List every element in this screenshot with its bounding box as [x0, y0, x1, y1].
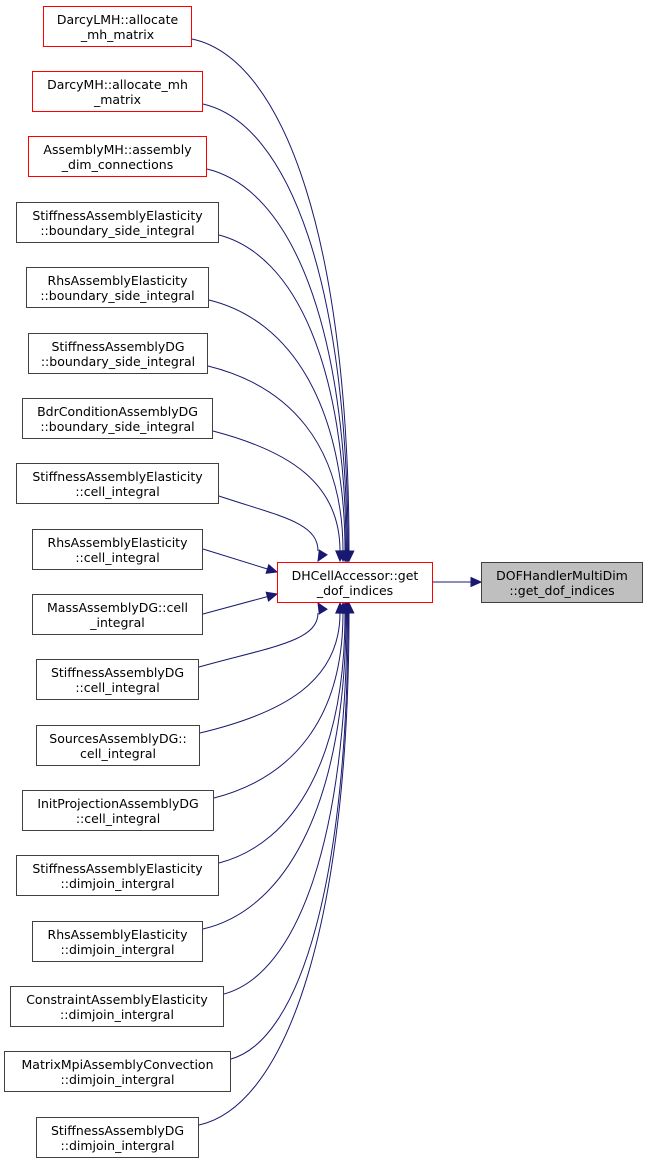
call-edge [208, 299, 346, 552]
node-label-line: ::dimjoin_intergral [60, 1137, 175, 1153]
call-edge [191, 38, 350, 552]
caller-node[interactable]: DarcyMH::allocate_mh _matrix [32, 71, 203, 112]
call-edge [230, 612, 349, 1060]
call-edge [213, 612, 344, 799]
node-label-line: ::dimjoin_intergral [60, 1006, 174, 1022]
node-label-line: ::boundary_side_integral [40, 418, 195, 434]
node-label-line: StiffnessAssemblyElasticity [32, 468, 203, 484]
call-edge [198, 612, 319, 668]
node-label-line: DarcyLMH::allocate [56, 11, 179, 27]
arrowhead-icon [317, 601, 328, 615]
call-edge [198, 612, 350, 1126]
node-label-line: BdrConditionAssemblyDG [37, 403, 198, 419]
call-edge [223, 612, 348, 995]
caller-node[interactable]: AssemblyMH::assembly _dim_connections [28, 136, 207, 177]
call-edge [199, 612, 341, 734]
node-label-line: ::dimjoin_intergral [60, 941, 175, 957]
caller-node[interactable]: DarcyLMH::allocate _mh_matrix [43, 6, 192, 47]
call-edge [202, 612, 347, 930]
node-label-line: ::cell_integral [75, 810, 161, 826]
call-edge [202, 103, 349, 552]
node-label-line: MatrixMpiAssemblyConvection [21, 1056, 214, 1072]
node-label-line: _integral [90, 614, 145, 630]
node-label-line: InitProjectionAssemblyDG [37, 795, 199, 811]
caller-node[interactable]: RhsAssemblyElasticity::dimjoin_intergral [32, 921, 203, 962]
node-label-line: MassAssemblyDG::cell [47, 599, 188, 615]
node-label-line: StiffnessAssemblyElasticity [32, 860, 203, 876]
node-label-line: DOFHandlerMultiDim [496, 567, 628, 583]
arrowhead-icon [470, 576, 483, 588]
node-label-line: ::cell_integral [75, 549, 160, 565]
node-label-line: ::boundary_side_integral [40, 287, 195, 303]
call-edge [206, 168, 348, 552]
node-label-line: ::cell_integral [75, 483, 160, 499]
node-label-line: ::boundary_side_integral [40, 353, 196, 369]
caller-node[interactable]: MassAssemblyDG::cell _integral [32, 594, 203, 635]
node-label-line: SourcesAssemblyDG:: [49, 730, 187, 746]
node-label-line: _dim_connections [61, 156, 174, 172]
node-label-line: cell_integral [80, 745, 156, 761]
call-edge [207, 365, 344, 552]
caller-node[interactable]: StiffnessAssemblyDG::cell_integral [36, 659, 199, 700]
caller-node[interactable]: SourcesAssemblyDG:: cell_integral [36, 725, 200, 766]
node-label-line: AssemblyMH::assembly [43, 141, 192, 157]
arrowhead-icon [344, 601, 355, 614]
node-label-line: StiffnessAssemblyElasticity [32, 207, 203, 223]
caller-node[interactable]: RhsAssemblyElasticity::cell_integral [32, 529, 203, 570]
call-edge [202, 596, 268, 615]
node-label-line: DarcyMH::allocate_mh [47, 76, 188, 92]
node-label-line: DHCellAccessor::get [291, 567, 419, 583]
call-edge [212, 430, 341, 552]
node-label-line: RhsAssemblyElasticity [47, 272, 188, 288]
node-label-line: RhsAssemblyElasticity [47, 534, 188, 550]
caller-node[interactable]: StiffnessAssemblyElasticity::dimjoin_int… [16, 855, 219, 896]
node-label-line: StiffnessAssemblyDG [50, 664, 185, 680]
arrowhead-icon [265, 591, 279, 602]
center-node-dhcellaccessor-get-dof-indices[interactable]: DHCellAccessor::get _dof_indices [277, 562, 433, 603]
caller-node[interactable]: StiffnessAssemblyDG::dimjoin_intergral [36, 1117, 199, 1158]
caller-node[interactable]: ConstraintAssemblyElasticity::dimjoin_in… [10, 986, 224, 1027]
call-edge [202, 548, 268, 570]
caller-node[interactable]: StiffnessAssemblyDG::boundary_side_integ… [28, 333, 208, 374]
node-label-line: ::boundary_side_integral [40, 222, 195, 238]
node-label-line: _mh_matrix [80, 26, 155, 42]
call-edge [218, 612, 346, 864]
arrowhead-icon [335, 550, 346, 563]
call-edge [218, 495, 319, 552]
caller-node[interactable]: StiffnessAssemblyElasticity::boundary_si… [16, 202, 219, 243]
node-label-line: ::cell_integral [75, 679, 160, 695]
node-label-line: StiffnessAssemblyDG [51, 338, 185, 354]
caller-node[interactable]: RhsAssemblyElasticity::boundary_side_int… [26, 267, 209, 308]
node-label-line: ::get_dof_indices [509, 582, 615, 598]
node-label-line: ::dimjoin_intergral [60, 1071, 175, 1087]
node-label-line: _dof_indices [316, 582, 394, 598]
arrowhead-icon [317, 549, 328, 563]
node-label-line: RhsAssemblyElasticity [47, 926, 188, 942]
call-edge [218, 234, 347, 552]
caller-node[interactable]: MatrixMpiAssemblyConvection::dimjoin_int… [4, 1051, 231, 1092]
node-label-line: StiffnessAssemblyDG [50, 1122, 185, 1138]
node-label-line: ::dimjoin_intergral [60, 875, 175, 891]
caller-node[interactable]: BdrConditionAssemblyDG::boundary_side_in… [22, 398, 213, 439]
caller-node[interactable]: StiffnessAssemblyElasticity::cell_integr… [16, 463, 219, 504]
focus-node-dofhandlermultidim-get-dof-indices[interactable]: DOFHandlerMultiDim::get_dof_indices [481, 562, 643, 603]
node-label-line: _matrix [94, 91, 141, 107]
node-label-line: ConstraintAssemblyElasticity [26, 991, 208, 1007]
caller-node[interactable]: InitProjectionAssemblyDG::cell_integral [22, 790, 214, 831]
arrowhead-icon [265, 563, 279, 574]
